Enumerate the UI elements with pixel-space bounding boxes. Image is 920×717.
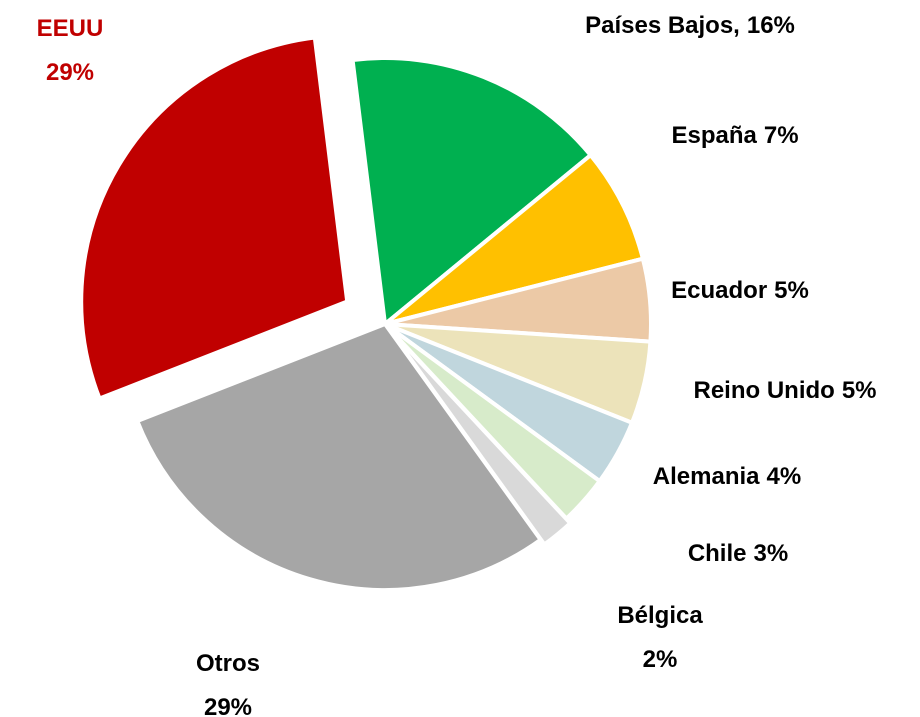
category-name: Otros	[196, 650, 260, 677]
category-name: Reino Unido	[693, 377, 834, 404]
pie-slice	[350, 56, 594, 328]
value-label: 16%	[747, 12, 795, 39]
value-label: 3%	[754, 540, 789, 567]
slice-label: Reino Unido 5%	[693, 377, 876, 404]
pie-slice	[383, 152, 646, 326]
pie-slice	[79, 35, 350, 402]
slice-label: Bélgica 2%	[617, 602, 703, 673]
value-label: 5%	[774, 277, 809, 304]
category-name: Chile	[688, 540, 747, 567]
category-name: Bélgica	[617, 602, 703, 629]
slice-label: Países Bajos, 16%	[585, 12, 795, 39]
value-label: 29%	[204, 694, 252, 717]
category-name: Alemania	[653, 463, 760, 490]
value-label: 29%	[46, 59, 94, 86]
slice-label: Alemania 4%	[653, 463, 801, 490]
pie-slice	[134, 321, 544, 592]
category-name: Ecuador	[671, 277, 767, 304]
slice-label: EEUU 29%	[37, 15, 104, 86]
category-name: España	[671, 122, 757, 149]
category-name: EEUU	[37, 15, 104, 42]
pie-slice	[387, 327, 574, 548]
category-name: Países Bajos,	[585, 12, 740, 39]
value-label: 5%	[842, 377, 877, 404]
slice-label: España 7%	[671, 122, 798, 149]
slice-label: Ecuador 5%	[671, 277, 809, 304]
slice-label: Chile 3%	[688, 540, 788, 567]
value-label: 7%	[764, 122, 799, 149]
value-label: 4%	[767, 463, 802, 490]
value-label: 2%	[643, 646, 678, 673]
slice-label: Otros 29%	[196, 650, 260, 717]
